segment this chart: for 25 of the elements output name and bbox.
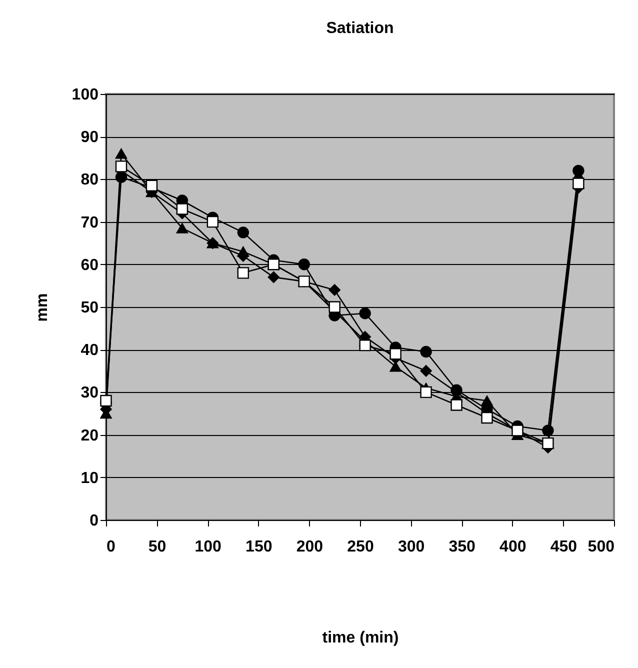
x-tick-label: 150 <box>246 538 272 556</box>
x-tick-label: 450 <box>550 538 578 556</box>
y-tick-label: 70 <box>80 214 99 232</box>
y-tick-label: 0 <box>90 512 99 530</box>
x-tick-label: 250 <box>347 538 374 556</box>
x-tick-label: 50 <box>148 538 166 556</box>
y-tick-label: 10 <box>80 470 99 487</box>
y-tick-label: 50 <box>80 300 99 316</box>
chart-title: Satiation <box>326 20 394 37</box>
y-tick-label: 90 <box>80 129 99 146</box>
x-tick-label: 200 <box>296 538 324 556</box>
y-tick-label: 40 <box>80 342 99 360</box>
x-tick-label: 0 <box>106 538 116 556</box>
y-tick-label: 20 <box>80 427 99 444</box>
x-tick-label: 100 <box>194 538 222 556</box>
x-tick-label: 400 <box>500 538 526 556</box>
y-tick-label: 60 <box>80 256 99 274</box>
y-axis-title: mm <box>34 293 51 322</box>
y-tick-label: 80 <box>80 172 99 189</box>
x-tick-label: 500 <box>588 538 615 556</box>
y-tick-label: 100 <box>72 86 99 104</box>
x-axis-title: time (min) <box>322 630 399 646</box>
y-tick-label: 30 <box>80 384 99 402</box>
x-tick-label: 350 <box>448 538 476 556</box>
x-tick-label: 300 <box>398 538 425 556</box>
